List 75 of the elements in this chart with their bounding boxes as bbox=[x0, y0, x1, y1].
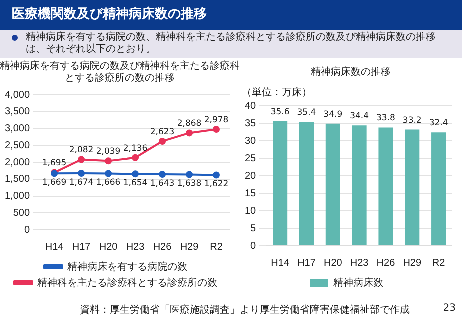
point bbox=[213, 172, 220, 179]
y-axis-title: （単位：万床） bbox=[242, 86, 312, 99]
data-label: 34.9 bbox=[324, 110, 343, 120]
point bbox=[186, 171, 194, 178]
data-label: 1,638 bbox=[177, 179, 202, 190]
data-label: 1,666 bbox=[96, 178, 121, 188]
x-tick-label: H26 bbox=[153, 242, 172, 253]
data-label: 2,136 bbox=[123, 144, 148, 154]
point bbox=[105, 158, 112, 165]
point bbox=[105, 170, 112, 178]
data-label: 33.8 bbox=[376, 114, 396, 124]
y-tick-label: 4,000 bbox=[4, 90, 30, 101]
data-label: 1,695 bbox=[42, 158, 67, 169]
legend-label: 精神病床数 bbox=[334, 276, 384, 289]
x-tick-label: H23 bbox=[350, 258, 370, 269]
y-tick-label: 30 bbox=[245, 136, 257, 147]
y-tick-label: 25 bbox=[245, 153, 257, 164]
x-tick-label: H20 bbox=[99, 242, 118, 253]
y-tick-label: 15 bbox=[245, 188, 257, 200]
y-tick-label: 40 bbox=[245, 100, 257, 112]
y-tick-label: 0 bbox=[250, 240, 257, 252]
data-label: 34.4 bbox=[350, 112, 370, 122]
point bbox=[132, 170, 140, 178]
x-tick-label: H17 bbox=[298, 258, 316, 269]
y-tick-label: 1,000 bbox=[4, 191, 30, 202]
point bbox=[213, 126, 220, 133]
y-tick-label: 2,500 bbox=[4, 140, 30, 152]
data-label: 35.6 bbox=[270, 107, 290, 118]
y-tick-label: 1,500 bbox=[4, 174, 30, 186]
x-tick-label: H20 bbox=[324, 258, 343, 269]
y-tick-label: 500 bbox=[13, 208, 30, 219]
x-tick-label: R2 bbox=[210, 242, 224, 253]
x-tick-label: H23 bbox=[126, 242, 146, 253]
point bbox=[78, 170, 86, 178]
data-label: 35.4 bbox=[297, 108, 316, 118]
data-label: 32.4 bbox=[429, 118, 448, 129]
text: 精神病床を有する病院の数、精神科を主たる診療科とする診療所の数及び精神病床数の推移は、それぞれ以下のとおり。 bbox=[26, 32, 436, 55]
data-label: 1,669 bbox=[42, 178, 67, 188]
point bbox=[132, 154, 140, 162]
data-label: 2,978 bbox=[204, 115, 229, 126]
text: 医療機関数及び精神病床数の推移 bbox=[0, 0, 462, 30]
data-label: 2,623 bbox=[150, 127, 175, 138]
y-tick-label: 10 bbox=[245, 206, 257, 217]
x-tick-label: H17 bbox=[72, 242, 92, 253]
y-tick-label: 3,500 bbox=[4, 106, 30, 118]
x-tick-label: H29 bbox=[403, 258, 422, 269]
point bbox=[78, 156, 86, 164]
data-label: 1,674 bbox=[69, 178, 94, 188]
x-tick-label: R2 bbox=[432, 258, 446, 269]
data-label: 2,082 bbox=[69, 146, 94, 156]
x-tick-label: H14 bbox=[271, 258, 290, 269]
y-tick-label: 2,000 bbox=[4, 157, 30, 168]
x-tick-label: H29 bbox=[180, 242, 200, 253]
data-label: 1,622 bbox=[204, 180, 229, 190]
y-tick-label: 5 bbox=[250, 223, 257, 234]
point bbox=[159, 171, 166, 178]
y-tick-label: 0 bbox=[24, 224, 30, 236]
data-label: 2,039 bbox=[96, 147, 121, 158]
x-tick-label: H26 bbox=[376, 258, 396, 269]
point bbox=[159, 138, 166, 145]
data-label: 1,643 bbox=[150, 179, 175, 189]
x-tick-label: H14 bbox=[45, 242, 64, 253]
data-label: 1,654 bbox=[123, 178, 148, 189]
y-tick-label: 3,000 bbox=[4, 124, 30, 134]
text: 資料：厚生労働省「医療施設調査」より厚生労働省障害保健福祉部で作成 bbox=[80, 304, 410, 317]
chart-title: 精神病床を有する病院の数及び精神科を主たる診療科とする診療所の数の推移 bbox=[0, 60, 240, 86]
data-label: 2,868 bbox=[177, 119, 202, 130]
legend-label: 精神病床を有する病院の数 bbox=[68, 260, 188, 273]
text: 23 bbox=[443, 303, 456, 314]
y-tick-label: 20 bbox=[245, 170, 257, 182]
y-tick-label: 35 bbox=[245, 118, 257, 130]
legend-label: 精神科を主たる診療科とする診療所の数 bbox=[38, 276, 218, 289]
chart-title: 精神病床数の推移 bbox=[310, 66, 392, 80]
point bbox=[186, 130, 194, 137]
data-label: 33.2 bbox=[402, 116, 422, 126]
